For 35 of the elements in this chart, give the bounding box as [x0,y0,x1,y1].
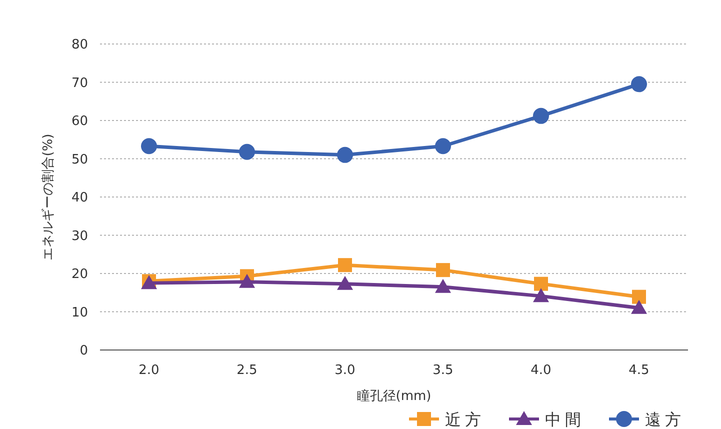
x-tick-label: 4.0 [530,363,552,378]
point [631,300,647,314]
point [632,290,646,304]
point [337,146,353,163]
point [533,288,549,302]
point [338,258,352,272]
x-tick-label: 4.5 [628,363,650,378]
y-tick-label: 20 [71,267,88,282]
x-tick-label: 3.5 [432,363,454,378]
y-tick-label: 70 [71,76,88,91]
y-tick-label: 30 [71,228,88,244]
x-axis-title: 瞳孔径(mm) [356,389,432,404]
x-tick-label: 2.5 [236,363,258,378]
legend-label: 遠方 [645,410,685,429]
y-tick-label: 60 [71,114,88,129]
y-tick-label: 40 [71,190,88,206]
point [337,276,353,290]
point [435,278,451,293]
x-tick-label: 3.0 [334,363,356,378]
point [533,108,549,124]
legend-label: 近方 [445,410,485,429]
y-tick-label: 0 [80,344,88,358]
y-axis-title: エネルギーの割合(%) [41,134,56,260]
point [141,138,157,154]
y-tick-label: 80 [71,38,88,52]
point [435,138,451,154]
point [436,263,450,278]
x-tick-label: 2.0 [138,363,160,378]
point [239,144,255,160]
point [239,274,255,288]
y-tick-label: 10 [71,305,88,320]
legend-label: 中間 [545,410,585,429]
y-tick-label: 50 [71,152,88,168]
point [534,276,548,291]
point [631,76,647,92]
